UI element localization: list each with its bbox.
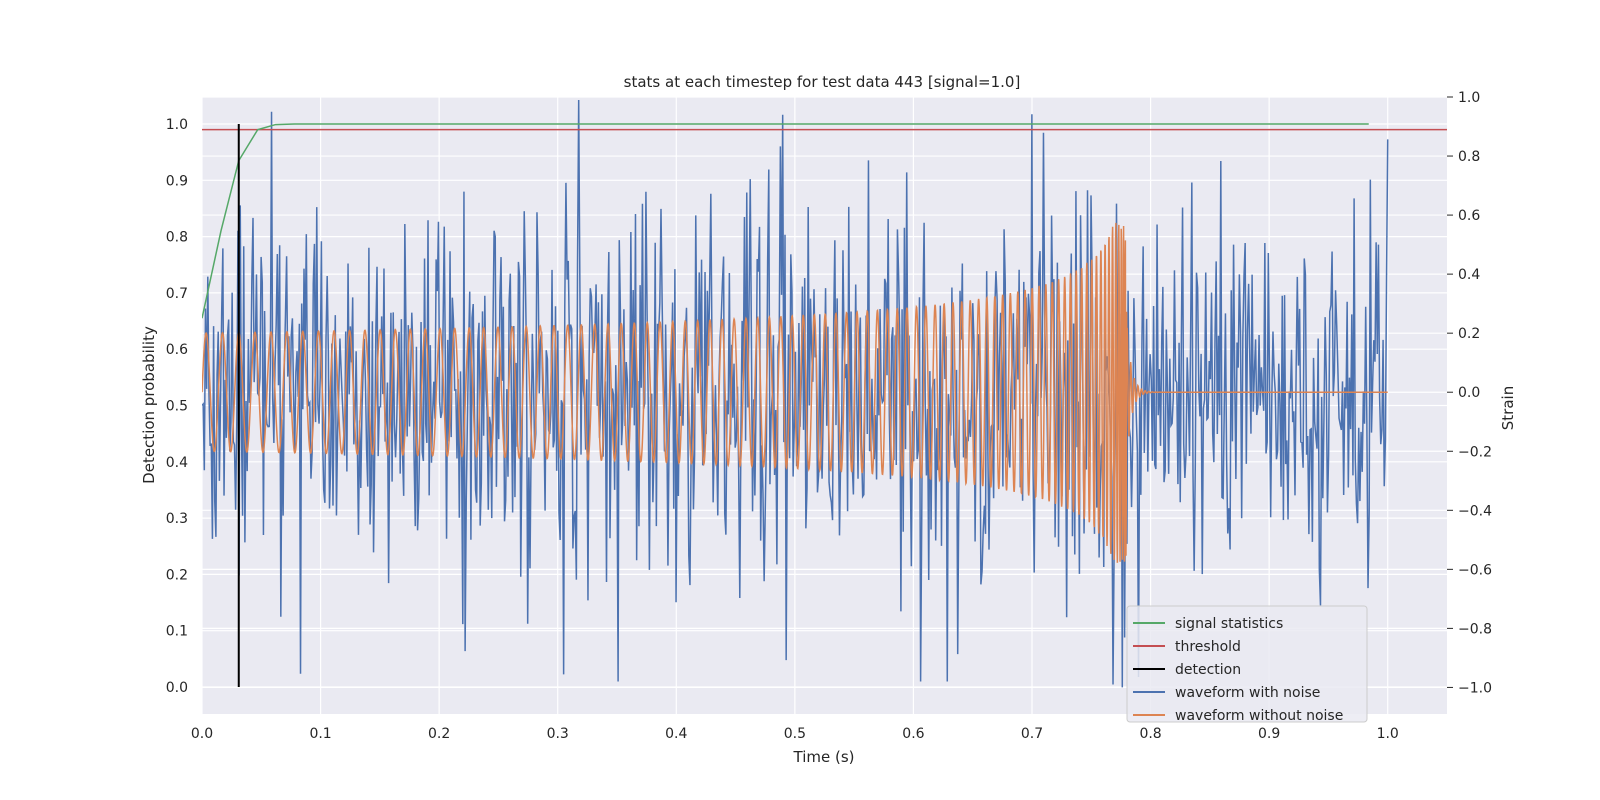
y-tick-label-left: 0.4 — [166, 455, 188, 471]
legend-label: signal statistics — [1175, 616, 1283, 632]
legend-label: detection — [1175, 662, 1241, 678]
x-tick-label: 1.0 — [1377, 726, 1399, 742]
y-tick-label-left: 0.7 — [166, 286, 188, 302]
x-tick-label: 0.2 — [428, 726, 450, 742]
x-tick-label: 0.4 — [665, 726, 687, 742]
y-tick-label-left: 1.0 — [166, 117, 188, 133]
legend-label: threshold — [1175, 639, 1241, 655]
y-axis-right-label: Strain — [1499, 386, 1517, 430]
y-tick-label-left: 0.8 — [166, 230, 188, 246]
x-tick-label: 0.8 — [1139, 726, 1161, 742]
y-tick-label-right: 0.0 — [1458, 385, 1480, 401]
y-tick-label-right: −0.4 — [1458, 503, 1492, 519]
x-tick-label: 0.9 — [1258, 726, 1280, 742]
x-tick-label: 0.0 — [191, 726, 213, 742]
chart-title: stats at each timestep for test data 443… — [624, 73, 1021, 91]
y-tick-label-left: 0.0 — [166, 680, 188, 696]
y-tick-label-left: 0.3 — [166, 511, 188, 527]
legend: signal statistics threshold detection wavef… — [1126, 605, 1368, 724]
x-tick-label: 0.1 — [309, 726, 331, 742]
legend-label: waveform without noise — [1175, 708, 1343, 724]
y-tick-label-right: −0.8 — [1458, 621, 1492, 637]
y-axis-left-ticks: 0.0 0.1 0.2 0.3 0.4 0.5 0.6 0.7 0.8 0.9 1.0 — [166, 117, 188, 696]
y-tick-label-right: 0.8 — [1458, 149, 1480, 165]
x-tick-label: 0.7 — [1021, 726, 1043, 742]
x-axis-label: Time (s) — [793, 748, 855, 766]
y-tick-label-left: 0.2 — [166, 567, 188, 583]
x-tick-label: 0.5 — [784, 726, 806, 742]
x-tick-label: 0.3 — [547, 726, 569, 742]
y-axis-left-label: Detection probability — [140, 326, 158, 484]
y-tick-label-left: 0.5 — [166, 399, 188, 415]
y-tick-label-right: 1.0 — [1458, 90, 1480, 106]
y-tick-label-right: 0.6 — [1458, 208, 1480, 224]
x-tick-label: 0.6 — [902, 726, 924, 742]
legend-label: waveform with noise — [1175, 685, 1320, 701]
series-waveform-without-noise — [202, 222, 1388, 563]
y-tick-label-right: 0.4 — [1458, 267, 1480, 283]
y-tick-label-left: 0.1 — [166, 624, 188, 640]
x-axis-ticks: 0.0 0.1 0.2 0.3 0.4 0.5 0.6 0.7 0.8 0.9 1.0 — [191, 726, 1399, 742]
y-tick-label-left: 0.6 — [166, 342, 188, 358]
y-tick-label-right: 0.2 — [1458, 326, 1480, 342]
y-axis-right-ticks: −1.0 −0.8 −0.6 −0.4 −0.2 0.0 0.2 0.4 0.6 0.8 1.0 — [1447, 90, 1492, 696]
y-tick-label-right: −1.0 — [1458, 680, 1492, 696]
y-tick-label-left: 0.9 — [166, 173, 188, 189]
series-signal-statistics — [202, 123, 1369, 319]
y-tick-label-right: −0.2 — [1458, 444, 1492, 460]
legend-box — [1126, 605, 1368, 723]
y-tick-label-right: −0.6 — [1458, 562, 1492, 578]
